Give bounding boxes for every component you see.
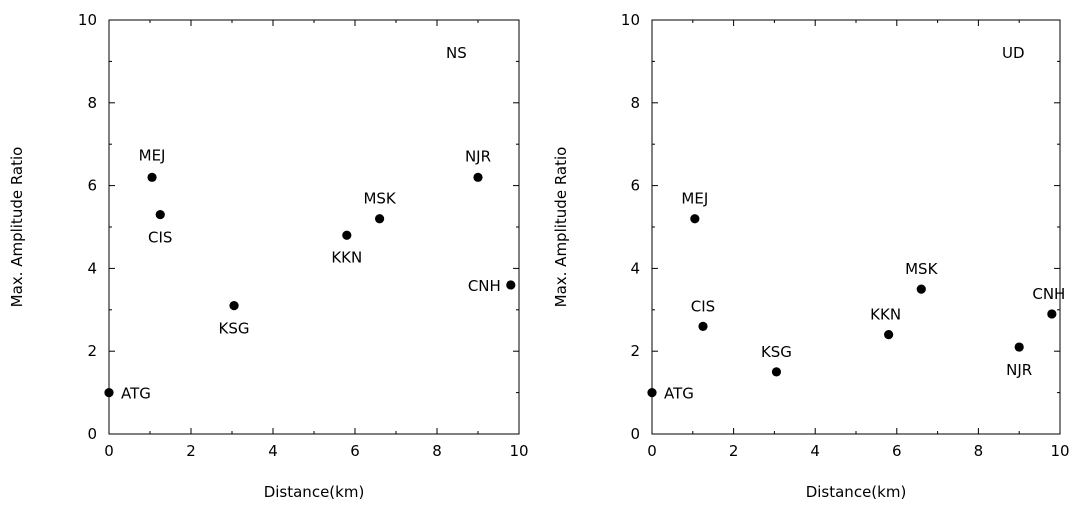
- data-label-ksg: KSG: [761, 343, 792, 361]
- y-axis-title: Max. Amplitude Ratio: [8, 147, 26, 308]
- data-point-msk: [916, 284, 926, 294]
- x-tick-label: 6: [350, 442, 360, 460]
- x-tick-label: 8: [432, 442, 442, 460]
- x-tick-label: 10: [1050, 442, 1069, 460]
- data-point-ksg: [771, 367, 782, 377]
- data-label-njr: NJR: [465, 147, 491, 165]
- x-tick-label: 10: [509, 442, 528, 460]
- data-label-mej: MEJ: [681, 190, 708, 208]
- data-label-atg: ATG: [121, 385, 151, 403]
- data-point-njr: [473, 172, 483, 182]
- data-label-ksg: KSG: [219, 320, 250, 338]
- y-tick-label: 2: [87, 342, 97, 360]
- data-label-cnh: CNH: [468, 277, 501, 295]
- data-label-msk: MSK: [905, 260, 938, 278]
- data-label-cis: CIS: [691, 297, 715, 315]
- data-label-atg: ATG: [664, 385, 694, 403]
- x-tick-label: 2: [186, 442, 196, 460]
- y-tick-label: 6: [630, 177, 640, 195]
- y-tick-label: 0: [630, 425, 640, 443]
- x-tick-label: 2: [729, 442, 739, 460]
- plot-frame-0: [108, 19, 520, 435]
- y-axis-title: Max. Amplitude Ratio: [552, 147, 570, 308]
- data-point-ksg: [229, 301, 239, 311]
- x-axis-title: Distance(km): [264, 483, 365, 501]
- data-point-mej: [147, 172, 157, 182]
- data-label-kkn: KKN: [331, 248, 362, 266]
- y-tick-label: 8: [87, 94, 97, 112]
- data-point-atg: [647, 388, 657, 398]
- data-point-njr: [1014, 342, 1024, 352]
- panel-label: NS: [446, 44, 467, 62]
- y-tick-label: 8: [630, 94, 640, 112]
- y-tick-label: 6: [87, 177, 97, 195]
- data-label-cis: CIS: [148, 229, 172, 247]
- data-point-cis: [698, 321, 708, 331]
- y-tick-label: 4: [87, 259, 97, 277]
- x-tick-label: 0: [647, 442, 657, 460]
- data-point-kkn: [342, 230, 352, 240]
- x-tick-label: 8: [974, 442, 984, 460]
- data-label-kkn: KKN: [870, 306, 901, 324]
- x-tick-label: 6: [892, 442, 902, 460]
- data-point-cnh: [1047, 309, 1057, 319]
- data-label-mej: MEJ: [139, 146, 166, 164]
- data-point-atg: [104, 388, 114, 398]
- y-tick-label: 0: [87, 425, 97, 443]
- x-tick-label: 0: [104, 442, 114, 460]
- data-label-cnh: CNH: [1032, 285, 1065, 303]
- y-tick-label: 10: [78, 11, 97, 29]
- data-point-msk: [375, 214, 385, 224]
- data-label-njr: NJR: [1006, 361, 1032, 379]
- data-point-kkn: [884, 330, 894, 340]
- x-axis-title: Distance(km): [806, 483, 907, 501]
- data-point-mej: [690, 214, 700, 224]
- data-point-cis: [155, 209, 165, 220]
- panel-label: UD: [1002, 44, 1025, 62]
- x-tick-label: 4: [810, 442, 820, 460]
- plot-frame-1: [651, 19, 1061, 435]
- data-point-cnh: [506, 280, 516, 290]
- data-label-msk: MSK: [363, 190, 396, 208]
- y-tick-label: 10: [621, 11, 640, 29]
- y-tick-label: 2: [630, 342, 640, 360]
- x-tick-label: 4: [268, 442, 278, 460]
- y-tick-label: 4: [630, 259, 640, 277]
